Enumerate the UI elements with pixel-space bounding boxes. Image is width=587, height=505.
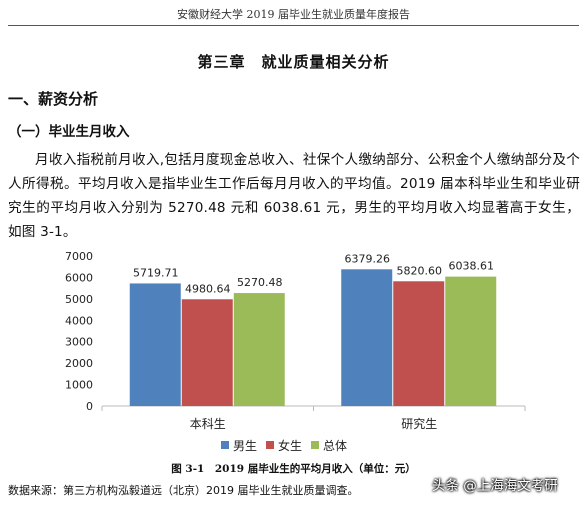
data-label-总体-本科生: 5270.48 — [237, 276, 283, 289]
legend-swatch-男生 — [221, 441, 229, 449]
bar-总体-本科生 — [233, 293, 285, 406]
watermark: 头条 @上海海文考研 — [432, 478, 558, 494]
legend-swatch-女生 — [266, 441, 274, 449]
y-tick-label-0: 0 — [86, 400, 93, 413]
income-bar-chart: 0 1000 2000 3000 4000 5000 6000 7000 5719.71 4980… — [65, 250, 526, 453]
bar-总体-研究生 — [445, 276, 497, 406]
data-label-总体-研究生: 6038.61 — [449, 260, 495, 273]
body-paragraph: 月收入指税前月收入,包括月度现金总收入、社保个人缴纳部分、公积金个人缴纳部分及个… — [8, 152, 580, 240]
bar-女生-本科生 — [181, 299, 233, 406]
legend-label-男生: 男生 — [233, 439, 257, 453]
x-category-label-研究生: 研究生 — [401, 416, 437, 431]
y-tick-label-2000: 2000 — [65, 357, 93, 370]
y-tick-label-4000: 4000 — [65, 314, 93, 327]
y-tick-label-3000: 3000 — [65, 336, 93, 349]
figure-caption: 图 3-1 2019 届毕业生的平均月收入（单位：元） — [171, 463, 416, 475]
y-tick-label-1000: 1000 — [65, 379, 93, 392]
data-label-女生-本科生: 4980.64 — [185, 282, 231, 295]
y-tick-label-6000: 6000 — [65, 271, 93, 284]
header-rule — [8, 25, 579, 26]
chapter-title: 第三章 就业质量相关分析 — [197, 53, 390, 71]
x-category-label-本科生: 本科生 — [190, 417, 226, 431]
data-label-女生-研究生: 5820.60 — [397, 264, 443, 277]
bar-女生-研究生 — [393, 281, 445, 406]
source-note: 数据来源：第三方机构泓毅道远（北京）2019 届毕业生就业质量调查。 — [8, 484, 359, 497]
data-label-男生-本科生: 5719.71 — [133, 266, 179, 279]
legend-label-女生: 女生 — [278, 438, 302, 453]
bar-男生-本科生 — [129, 283, 181, 406]
legend-swatch-总体 — [311, 441, 319, 449]
legend-label-总体: 总体 — [323, 439, 347, 453]
section-heading: 一、薪资分析 — [8, 90, 99, 108]
bar-男生-研究生 — [341, 269, 393, 406]
data-label-男生-研究生: 6379.26 — [345, 252, 391, 265]
y-tick-label-5000: 5000 — [65, 293, 93, 306]
y-tick-label-7000: 7000 — [65, 250, 93, 263]
subsection-heading: （一）毕业生月收入 — [8, 124, 130, 140]
running-header: 安徽财经大学 2019 届毕业生就业质量年度报告 — [177, 8, 410, 21]
